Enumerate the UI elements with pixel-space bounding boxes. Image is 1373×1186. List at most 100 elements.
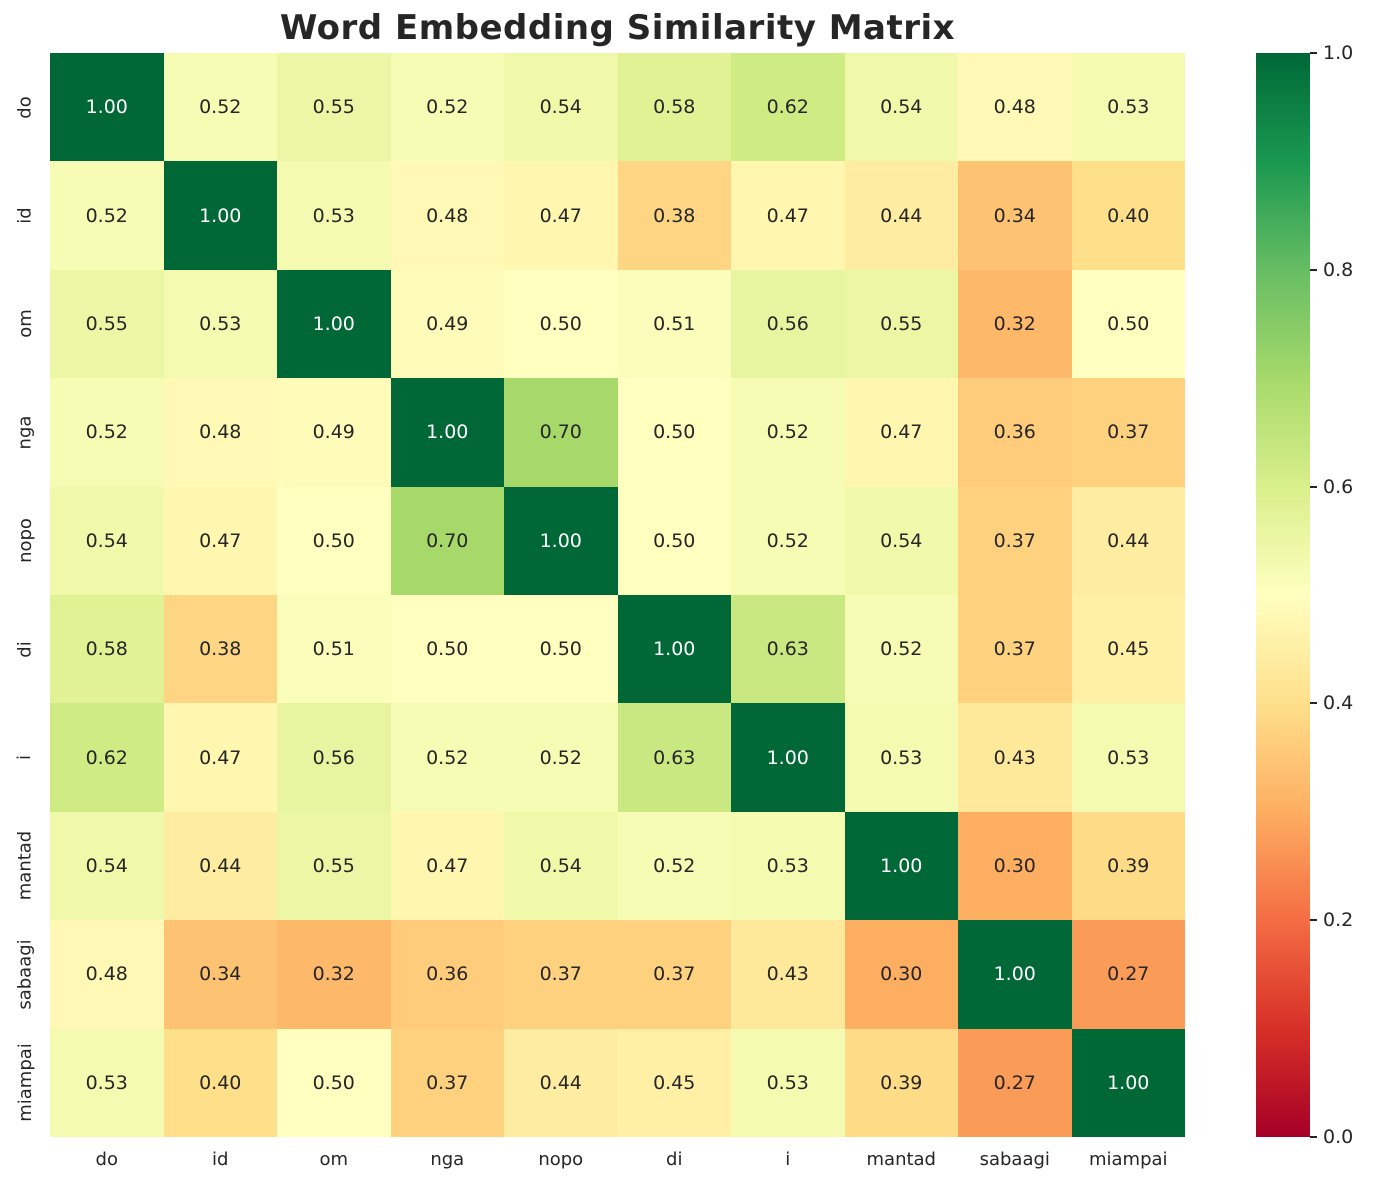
heatmap-cell: 0.62 [731, 53, 845, 162]
heatmap-cell: 0.44 [1071, 486, 1185, 595]
heatmap-cell: 0.30 [844, 920, 958, 1029]
cell-value: 0.53 [766, 1071, 809, 1094]
heatmap-cell: 0.52 [844, 595, 958, 704]
cell-value: 0.47 [199, 746, 242, 769]
colorbar-tick-mark [1310, 52, 1317, 54]
cell-value: 0.51 [312, 638, 355, 661]
heatmap-cell: 0.56 [731, 269, 845, 379]
cell-value: 0.38 [653, 204, 696, 227]
cell-value: 1.00 [1107, 1071, 1150, 1094]
heatmap-cell: 0.55 [277, 811, 391, 921]
heatmap-cell: 0.30 [958, 811, 1072, 921]
cell-value: 0.40 [1107, 204, 1150, 227]
heatmap-cell: 0.54 [844, 53, 958, 162]
heatmap-cell: 0.63 [617, 703, 731, 812]
heatmap-cell: 0.37 [1071, 378, 1185, 487]
heatmap-cell: 0.34 [163, 920, 277, 1029]
cell-value: 0.54 [539, 854, 582, 877]
cell-value: 0.32 [312, 963, 355, 986]
colorbar-tick-value: 0.8 [1323, 258, 1354, 281]
heatmap-cell: 0.47 [390, 811, 504, 921]
heatmap-cell: 1.00 [1071, 1028, 1185, 1137]
heatmap-grid: 1.00 0.52 0.55 0.52 0.54 0.58 0.62 0.54 0.48 0.53… [50, 53, 1185, 1137]
cell-value: 0.63 [766, 638, 809, 661]
heatmap-cell: 0.53 [1071, 703, 1185, 812]
cell-value: 0.47 [199, 529, 242, 552]
colorbar-tick: 1.0 [1310, 42, 1353, 64]
heatmap-cell: 0.54 [504, 811, 618, 921]
cell-value: 0.30 [880, 963, 923, 986]
y-tick-label: di [14, 640, 36, 658]
heatmap-cell: 0.38 [617, 161, 731, 270]
x-tick-label: miampai [1088, 1149, 1168, 1170]
heatmap-cell: 1.00 [277, 269, 391, 379]
heatmap-cell: 0.53 [163, 269, 277, 379]
cell-value: 0.52 [653, 854, 696, 877]
x-tick-label: i [785, 1149, 791, 1170]
heatmap-cell: 1.00 [390, 378, 504, 487]
cell-value: 0.48 [85, 963, 128, 986]
cell-value: 0.54 [539, 96, 582, 119]
heatmap-cell: 0.55 [277, 53, 391, 162]
heatmap-cell: 0.54 [50, 486, 164, 595]
cell-value: 0.52 [880, 638, 923, 661]
cell-value: 0.45 [653, 1071, 696, 1094]
y-tick-label: om [14, 309, 36, 339]
cell-value: 0.38 [199, 638, 242, 661]
heatmap-cell: 0.52 [731, 486, 845, 595]
cell-value: 1.00 [312, 312, 355, 335]
x-tick-label: id [212, 1149, 229, 1170]
cell-value: 0.37 [1107, 421, 1150, 444]
cell-value: 0.44 [880, 204, 923, 227]
cell-value: 0.51 [653, 312, 696, 335]
colorbar-tick-mark [1310, 485, 1317, 488]
colorbar-tick-value: 0.4 [1323, 692, 1354, 715]
heatmap-cell: 0.34 [958, 161, 1072, 270]
heatmap-cell: 0.48 [163, 378, 277, 487]
heatmap-cell: 0.50 [617, 486, 731, 595]
cell-value: 0.52 [539, 746, 582, 769]
heatmap-cell: 0.43 [731, 920, 845, 1029]
heatmap-cell: 0.50 [390, 595, 504, 704]
cell-value: 0.47 [426, 854, 469, 877]
y-tick-label: sabaagi [14, 939, 36, 1010]
heatmap-cell: 1.00 [958, 920, 1072, 1029]
heatmap-cell: 0.37 [504, 920, 618, 1029]
heatmap-cell: 0.53 [844, 703, 958, 812]
heatmap-cell: 0.54 [504, 53, 618, 162]
cell-value: 0.58 [85, 638, 128, 661]
colorbar-tick: 0.0 [1310, 1126, 1353, 1148]
heatmap-cell: 0.40 [1071, 161, 1185, 270]
heatmap-cell: 0.52 [504, 703, 618, 812]
heatmap-cell: 0.43 [958, 703, 1072, 812]
cell-value: 0.32 [993, 312, 1036, 335]
cell-value: 0.62 [766, 96, 809, 119]
heatmap-cell: 1.00 [504, 486, 618, 595]
heatmap-cell: 0.52 [50, 161, 164, 270]
cell-value: 0.54 [880, 529, 923, 552]
cell-value: 0.54 [85, 854, 128, 877]
cell-value: 0.53 [1107, 746, 1150, 769]
cell-value: 1.00 [766, 746, 809, 769]
cell-value: 0.37 [993, 638, 1036, 661]
colorbar-tick-value: 0.2 [1323, 909, 1354, 932]
cell-value: 0.54 [880, 96, 923, 119]
cell-value: 0.43 [766, 963, 809, 986]
heatmap-cell: 0.45 [1071, 595, 1185, 704]
heatmap-cell: 0.62 [50, 703, 164, 812]
cell-value: 0.36 [993, 421, 1036, 444]
heatmap-cell: 0.52 [390, 53, 504, 162]
heatmap-cell: 0.44 [163, 811, 277, 921]
x-axis-labels: do id om nga nopo di i mantad sabaagi miampai [50, 1137, 1185, 1186]
heatmap-cell: 0.39 [1071, 811, 1185, 921]
heatmap-cell: 0.39 [844, 1028, 958, 1137]
cell-value: 1.00 [653, 638, 696, 661]
heatmap-cell: 1.00 [50, 53, 164, 162]
heatmap-cell: 0.51 [617, 269, 731, 379]
heatmap-cell: 0.63 [731, 595, 845, 704]
cell-value: 0.52 [766, 421, 809, 444]
heatmap-cell: 1.00 [617, 595, 731, 704]
colorbar-tick-value: 1.0 [1323, 42, 1354, 64]
heatmap-cell: 0.44 [844, 161, 958, 270]
y-tick-label: miampai [14, 1043, 36, 1123]
